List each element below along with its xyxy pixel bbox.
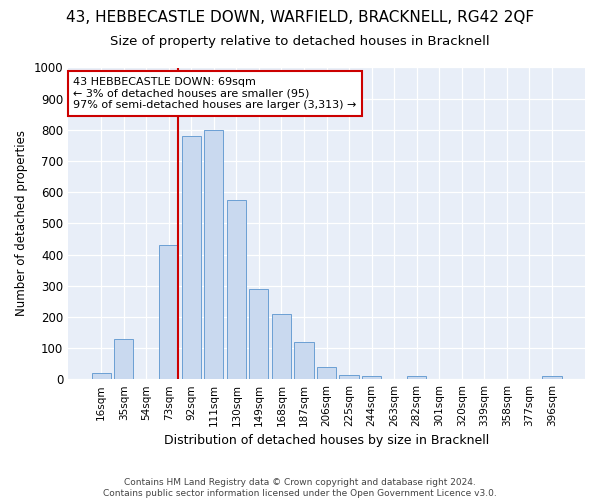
Bar — [159, 245, 178, 379]
Bar — [92, 373, 110, 379]
Bar — [295, 342, 314, 379]
Bar — [114, 338, 133, 379]
Text: Contains HM Land Registry data © Crown copyright and database right 2024.
Contai: Contains HM Land Registry data © Crown c… — [103, 478, 497, 498]
Bar — [542, 376, 562, 379]
Bar — [362, 376, 381, 379]
Bar — [227, 200, 246, 379]
Bar — [340, 374, 359, 379]
Bar — [250, 289, 268, 379]
Bar — [204, 130, 223, 379]
Text: 43 HEBBECASTLE DOWN: 69sqm
← 3% of detached houses are smaller (95)
97% of semi-: 43 HEBBECASTLE DOWN: 69sqm ← 3% of detac… — [73, 77, 356, 110]
Text: Size of property relative to detached houses in Bracknell: Size of property relative to detached ho… — [110, 35, 490, 48]
Bar — [317, 366, 336, 379]
Bar — [182, 136, 201, 379]
Y-axis label: Number of detached properties: Number of detached properties — [15, 130, 28, 316]
X-axis label: Distribution of detached houses by size in Bracknell: Distribution of detached houses by size … — [164, 434, 489, 448]
Text: 43, HEBBECASTLE DOWN, WARFIELD, BRACKNELL, RG42 2QF: 43, HEBBECASTLE DOWN, WARFIELD, BRACKNEL… — [66, 10, 534, 25]
Bar — [407, 376, 426, 379]
Bar — [272, 314, 291, 379]
